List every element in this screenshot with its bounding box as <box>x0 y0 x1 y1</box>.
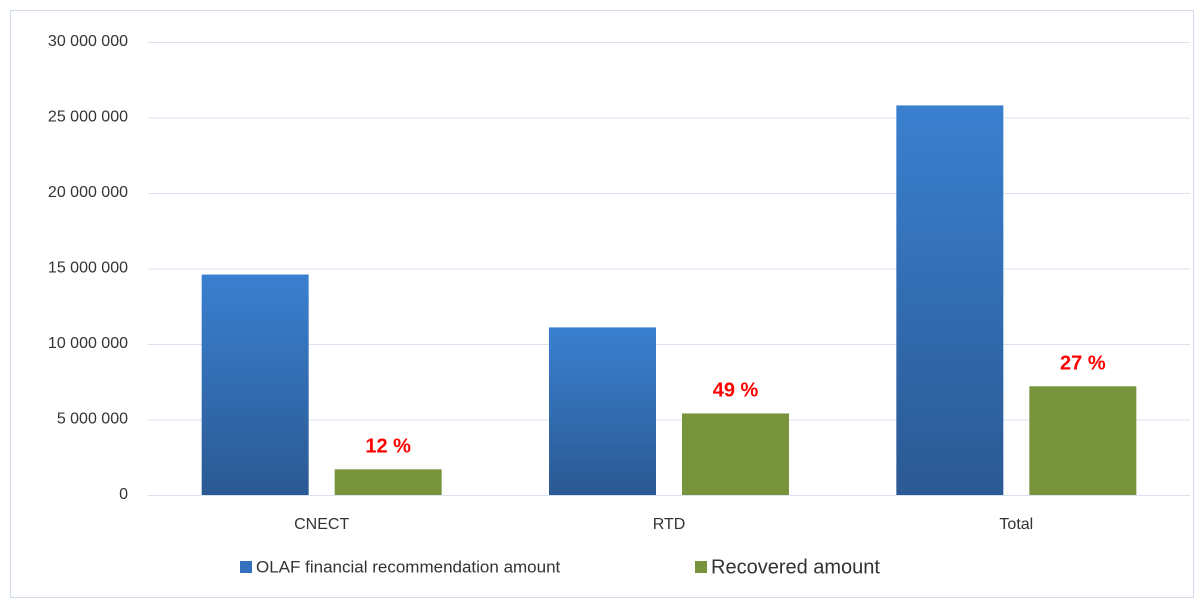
bar <box>334 469 442 495</box>
legend-label: OLAF financial recommendation amount <box>256 557 561 576</box>
percent-label: 49 % <box>713 380 759 402</box>
y-tick-label: 15 000 000 <box>48 260 128 277</box>
x-tick-label: RTD <box>653 516 686 533</box>
y-tick-label: 10 000 000 <box>48 335 128 352</box>
bar <box>896 105 1004 496</box>
legend-swatch <box>240 561 252 573</box>
y-tick-label: 0 <box>119 486 128 503</box>
y-tick-label: 30 000 000 <box>48 33 128 50</box>
bar <box>1029 386 1137 495</box>
bar <box>682 413 789 495</box>
chart-border <box>10 10 1194 598</box>
x-tick-label: Total <box>999 516 1033 533</box>
y-tick-label: 25 000 000 <box>48 109 128 126</box>
bar <box>201 274 309 495</box>
legend-label: Recovered amount <box>711 556 880 578</box>
bar <box>549 327 656 495</box>
x-tick-label: CNECT <box>294 516 349 533</box>
legend-swatch <box>695 561 707 573</box>
y-tick-label: 20 000 000 <box>48 184 128 201</box>
percent-label: 12 % <box>365 436 411 458</box>
y-tick-label: 5 000 000 <box>57 411 128 428</box>
percent-label: 27 % <box>1060 353 1106 375</box>
